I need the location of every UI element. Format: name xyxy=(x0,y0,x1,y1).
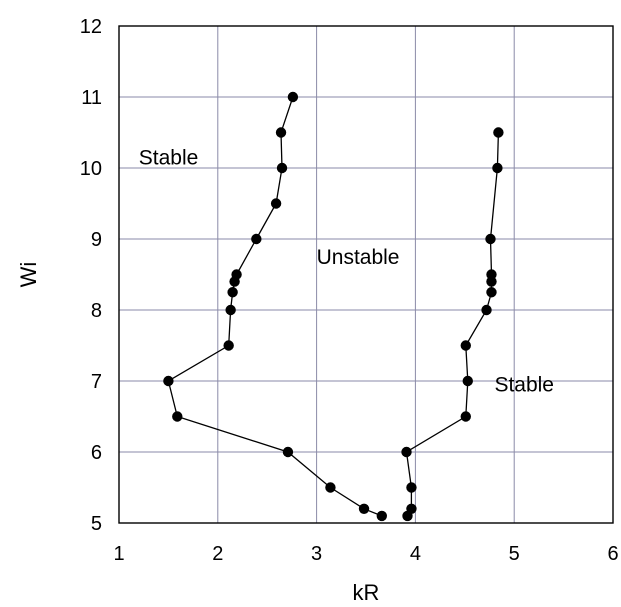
data-point xyxy=(376,510,388,522)
series-layer xyxy=(163,91,504,522)
data-point xyxy=(276,162,288,174)
x-axis-title: kR xyxy=(353,580,380,605)
y-axis-title: Wi xyxy=(16,262,41,288)
y-tick-label: 6 xyxy=(91,442,102,464)
data-point xyxy=(229,276,240,287)
data-point xyxy=(493,127,504,138)
y-tick-label: 5 xyxy=(91,513,102,535)
data-point xyxy=(270,198,282,209)
data-point xyxy=(406,482,417,493)
data-point xyxy=(358,503,370,514)
data-point xyxy=(223,340,234,351)
data-point xyxy=(481,304,492,316)
data-point xyxy=(460,340,471,351)
data-point xyxy=(163,375,174,387)
series-line-1 xyxy=(167,96,383,517)
region-label: Stable xyxy=(139,146,199,169)
x-tick-label: 2 xyxy=(212,543,223,565)
grid xyxy=(119,26,613,523)
x-tick-label: 3 xyxy=(311,543,322,565)
y-tick-label: 11 xyxy=(81,87,102,109)
region-label: Unstable xyxy=(317,246,400,269)
x-tick-label: 6 xyxy=(607,543,618,565)
data-point xyxy=(485,233,496,245)
series-line-2 xyxy=(405,132,500,517)
data-point xyxy=(282,446,294,458)
data-point xyxy=(492,162,503,174)
data-point xyxy=(460,411,471,422)
x-tick-label: 4 xyxy=(410,543,421,565)
data-point xyxy=(486,276,497,287)
data-point xyxy=(287,91,299,103)
plot-frame xyxy=(118,25,614,524)
y-tick-label: 10 xyxy=(80,158,102,180)
data-point xyxy=(275,127,287,138)
region-label: Stable xyxy=(494,374,554,397)
region-labels: Stable Unstable Stable xyxy=(139,146,554,396)
y-tick-label: 8 xyxy=(91,300,102,322)
data-point xyxy=(486,287,497,298)
data-point xyxy=(462,375,473,387)
y-tick-label: 12 xyxy=(80,16,102,38)
data-point xyxy=(325,482,336,493)
data-point xyxy=(227,287,238,298)
data-point xyxy=(172,411,183,422)
data-point xyxy=(251,233,262,245)
data-point xyxy=(402,510,413,522)
data-point xyxy=(225,304,236,316)
x-tick-label: 5 xyxy=(509,543,520,565)
y-tick-label: 7 xyxy=(91,371,102,393)
y-tick-label: 9 xyxy=(91,229,102,251)
x-tick-label: 1 xyxy=(113,543,124,565)
data-point xyxy=(401,446,412,458)
